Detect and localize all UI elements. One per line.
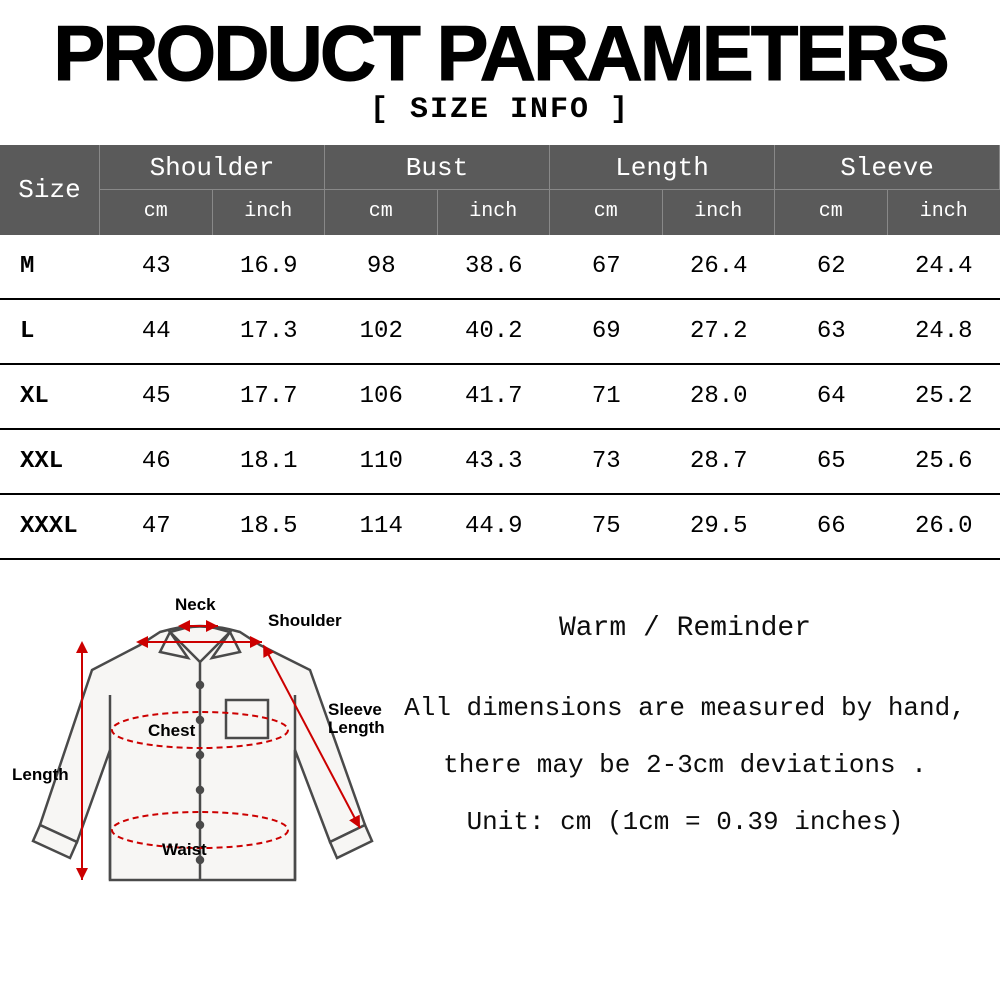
value-cell: 63 — [775, 300, 888, 363]
value-cell: 46 — [100, 430, 213, 493]
diagram-label-length: Length — [12, 765, 69, 784]
value-cell: 43 — [100, 235, 213, 298]
value-cell: 29.5 — [663, 495, 776, 558]
value-cell: 38.6 — [438, 235, 551, 298]
value-cell: 64 — [775, 365, 888, 428]
size-cell: XXXL — [0, 495, 100, 558]
table-row: M4316.99838.66726.46224.4 — [0, 235, 1000, 300]
value-cell: 62 — [775, 235, 888, 298]
value-cell: 25.6 — [888, 430, 1000, 493]
diagram-label-neck: Neck — [175, 595, 216, 614]
value-cell: 24.8 — [888, 300, 1000, 363]
value-cell: 17.3 — [213, 300, 326, 363]
value-cell: 73 — [550, 430, 663, 493]
value-cell: 26.4 — [663, 235, 776, 298]
size-cell: M — [0, 235, 100, 298]
value-cell: 102 — [325, 300, 438, 363]
table-header: Size Shoulder Bust Length Sleeve cm inch… — [0, 145, 1000, 235]
value-cell: 47 — [100, 495, 213, 558]
header-unit: inch — [888, 190, 1000, 235]
value-cell: 45 — [100, 365, 213, 428]
value-cell: 28.7 — [663, 430, 776, 493]
value-cell: 25.2 — [888, 365, 1000, 428]
header-unit: cm — [550, 190, 663, 235]
table-row: L4417.310240.26927.26324.8 — [0, 300, 1000, 365]
value-cell: 44 — [100, 300, 213, 363]
value-cell: 114 — [325, 495, 438, 558]
value-cell: 18.1 — [213, 430, 326, 493]
header-group-length: Length — [550, 145, 775, 190]
header-unit: inch — [438, 190, 551, 235]
value-cell: 27.2 — [663, 300, 776, 363]
header-group-shoulder: Shoulder — [100, 145, 325, 190]
header-unit: cm — [325, 190, 438, 235]
value-cell: 44.9 — [438, 495, 551, 558]
value-cell: 106 — [325, 365, 438, 428]
size-cell: L — [0, 300, 100, 363]
value-cell: 69 — [550, 300, 663, 363]
reminder-line: All dimensions are measured by hand, — [390, 680, 980, 737]
header-unit: cm — [775, 190, 888, 235]
value-cell: 17.7 — [213, 365, 326, 428]
table-row: XXXL4718.511444.97529.56626.0 — [0, 495, 1000, 560]
shirt-diagram: Neck Shoulder Chest Waist Length Sleeve … — [0, 590, 380, 915]
header-group-bust: Bust — [325, 145, 550, 190]
reminder-title: Warm / Reminder — [390, 598, 980, 660]
bottom-section: Neck Shoulder Chest Waist Length Sleeve … — [0, 560, 1000, 915]
table-row: XL4517.710641.77128.06425.2 — [0, 365, 1000, 430]
value-cell: 16.9 — [213, 235, 326, 298]
diagram-label-shoulder: Shoulder — [268, 611, 342, 630]
value-cell: 66 — [775, 495, 888, 558]
value-cell: 18.5 — [213, 495, 326, 558]
size-cell: XXL — [0, 430, 100, 493]
value-cell: 71 — [550, 365, 663, 428]
table-row: XXL4618.111043.37328.76525.6 — [0, 430, 1000, 495]
header-unit: inch — [213, 190, 326, 235]
size-table: Size Shoulder Bust Length Sleeve cm inch… — [0, 145, 1000, 560]
value-cell: 26.0 — [888, 495, 1000, 558]
value-cell: 65 — [775, 430, 888, 493]
diagram-label-waist: Waist — [162, 840, 207, 859]
diagram-label-chest: Chest — [148, 721, 196, 740]
size-cell: XL — [0, 365, 100, 428]
reminder-line: there may be 2-3cm deviations . — [390, 737, 980, 794]
value-cell: 28.0 — [663, 365, 776, 428]
main-title: PRODUCT PARAMETERS — [0, 8, 1000, 99]
value-cell: 67 — [550, 235, 663, 298]
value-cell: 43.3 — [438, 430, 551, 493]
value-cell: 110 — [325, 430, 438, 493]
diagram-label-sleeve: Sleeve Length — [328, 700, 387, 737]
reminder-line: Unit: cm (1cm = 0.39 inches) — [390, 794, 980, 851]
header-size-label: Size — [0, 145, 100, 235]
header-unit: cm — [100, 190, 213, 235]
title-block: PRODUCT PARAMETERS [ SIZE INFO ] — [0, 0, 1000, 127]
header-unit: inch — [663, 190, 776, 235]
value-cell: 41.7 — [438, 365, 551, 428]
table-body: M4316.99838.66726.46224.4L4417.310240.26… — [0, 235, 1000, 560]
value-cell: 98 — [325, 235, 438, 298]
value-cell: 40.2 — [438, 300, 551, 363]
value-cell: 24.4 — [888, 235, 1000, 298]
reminder-block: Warm / Reminder All dimensions are measu… — [380, 590, 1000, 915]
value-cell: 75 — [550, 495, 663, 558]
header-group-sleeve: Sleeve — [775, 145, 1000, 190]
